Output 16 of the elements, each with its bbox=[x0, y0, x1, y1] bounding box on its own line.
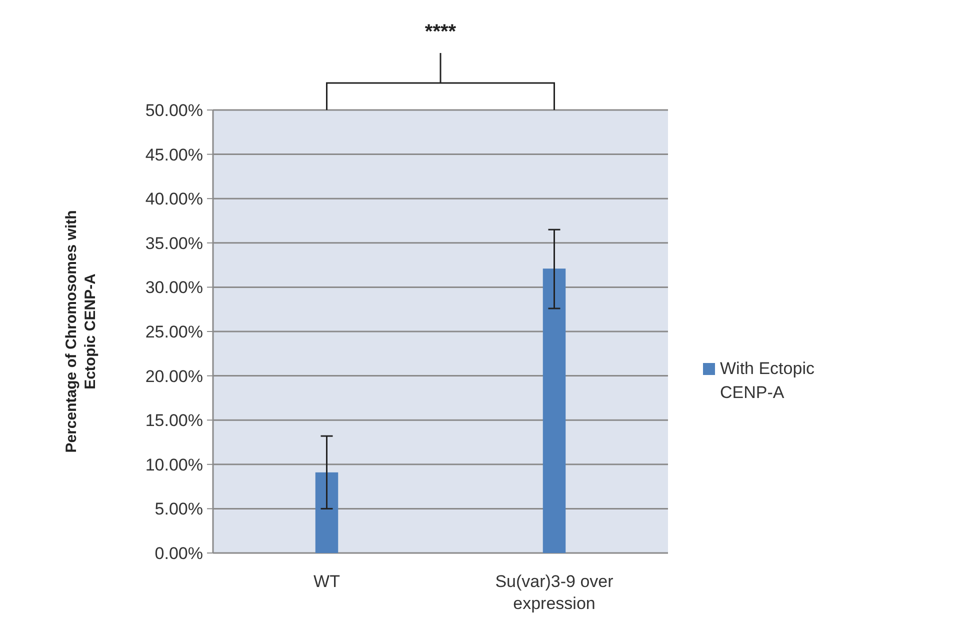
y-tick-label: 45.00% bbox=[145, 145, 203, 164]
y-tick-label: 40.00% bbox=[145, 190, 203, 209]
x-tick-label: Su(var)3-9 over expression bbox=[495, 572, 614, 613]
y-tick-label: 15.00% bbox=[145, 411, 203, 430]
text: **** bbox=[424, 21, 456, 43]
y-tick-label: 25.00% bbox=[145, 322, 203, 342]
y-tick-label: 0.00% bbox=[154, 544, 203, 563]
y-tick-label: 5.00% bbox=[154, 500, 203, 519]
x-tick-label: WT bbox=[314, 572, 340, 591]
y-tick-label: 10.00% bbox=[145, 455, 203, 474]
legend-label: With Ectopic CENP-A bbox=[720, 359, 815, 402]
y-tick-label: 50.00% bbox=[145, 100, 203, 120]
y-tick-label: 20.00% bbox=[145, 366, 203, 386]
y-tick-label: 30.00% bbox=[145, 278, 203, 298]
y-axis-title: Percentage of Chromosomes with Ectopic CENP-A bbox=[63, 210, 99, 453]
y-tick-label: 35.00% bbox=[145, 234, 203, 253]
